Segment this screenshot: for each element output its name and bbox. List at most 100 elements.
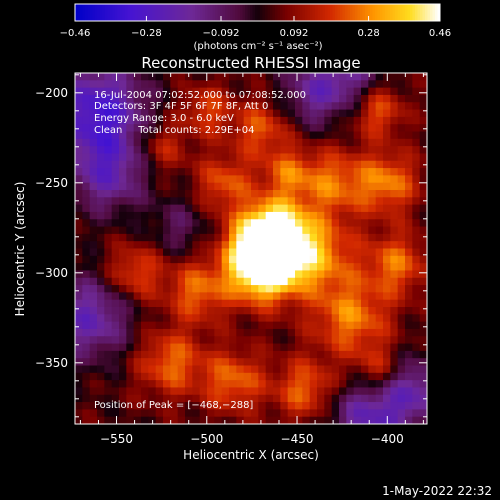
heatmap-cell [317,277,325,286]
heatmap-cell [192,321,201,330]
heatmap-cell [148,314,157,323]
heatmap-cell [265,255,274,264]
heatmap-cell [317,255,325,264]
heatmap-cell [287,153,296,162]
heatmap-cell [163,307,171,315]
heatmap-cell [133,116,142,125]
heatmap-cell [163,211,171,220]
heatmap-cell [383,102,391,111]
heatmap-cell [177,211,186,220]
heatmap-cell [375,153,384,162]
heatmap-cell [419,307,427,315]
heatmap-cell [243,160,252,169]
heatmap-cell [133,372,142,381]
heatmap-cell [368,94,377,103]
heatmap-cell [383,299,391,308]
heatmap-cell [273,211,281,220]
heatmap-cell [126,350,135,359]
heatmap-cell [214,116,223,125]
heatmap-cell [148,409,157,418]
heatmap-cell [221,190,230,198]
heatmap-cell [419,380,427,388]
heatmap-cell [339,124,347,132]
heatmap-cell [280,116,289,125]
heatmap-cell [104,211,113,220]
heatmap-cell [280,394,289,403]
heatmap-cell [185,307,193,315]
heatmap-cell [368,321,377,330]
heatmap-cell [243,277,252,286]
heatmap-cell [111,314,120,323]
heatmap-cell [419,270,427,279]
heatmap-cell [111,394,120,403]
heatmap-cell [324,299,333,308]
heatmap-cell [75,409,83,418]
heatmap-cell [258,87,267,96]
heatmap-cell [75,292,83,301]
heatmap-cell [199,372,208,381]
heatmap-cell [236,124,245,132]
heatmap-cell [258,277,267,286]
heatmap-cell [273,285,281,293]
heatmap-cell [361,204,369,213]
heatmap-cell [207,365,215,374]
colorbar: −0.46 −0.28 −0.092 0.092 0.28 0.46 (photons c… [60,3,451,52]
heatmap-cell [236,94,245,103]
heatmap-cell [192,131,201,140]
heatmap-cell [170,190,179,198]
heatmap-cell [368,365,377,374]
heatmap-cell [317,343,325,352]
heatmap-cell [295,219,303,228]
heatmap-cell [390,372,399,381]
heatmap-cell [361,138,369,147]
heatmap-cell [243,299,252,308]
heatmap-cell [111,409,120,418]
heatmap-cell [163,190,171,198]
heatmap-cell [177,131,186,140]
heatmap-cell [243,350,252,359]
heatmap-cell [361,80,369,89]
heatmap-cell [273,350,281,359]
heatmap-cell [265,73,274,81]
heatmap-cell [331,146,340,154]
heatmap-cell [163,416,171,424]
heatmap-cell [177,336,186,345]
heatmap-cell [104,358,113,366]
heatmap-cell [89,204,98,213]
heatmap-cell [104,116,113,125]
heatmap-cell [346,102,355,111]
heatmap-cell [383,219,391,228]
heatmap-cell [75,219,83,228]
heatmap-cell [375,175,384,184]
heatmap-cell [309,328,318,337]
heatmap-cell [309,299,318,308]
heatmap-cell [207,402,215,410]
heatmap-cell [287,197,296,206]
heatmap-cell [97,380,105,388]
heatmap-cell [97,160,105,169]
heatmap-cell [361,263,369,271]
heatmap-cell [236,336,245,345]
heatmap-cell [111,307,120,315]
heatmap-cell [185,116,193,125]
heatmap-cell [148,307,157,315]
y-tick-label: −300 [35,266,68,280]
heatmap-cell [273,94,281,103]
heatmap-cell [75,131,83,140]
heatmap-cell [346,116,355,125]
heatmap-cell [353,263,362,271]
heatmap-cell [324,321,333,330]
heatmap-cell [280,190,289,198]
heatmap-cell [397,343,406,352]
heatmap-cell [97,350,105,359]
heatmap-cell [419,87,427,96]
heatmap-cell [309,255,318,264]
heatmap-cell [229,102,237,111]
heatmap-cell [265,387,274,396]
heatmap-cell [405,219,413,228]
heatmap-cell [265,409,274,418]
heatmap-cell [214,372,223,381]
heatmap-cell [265,138,274,147]
heatmap-cell [251,241,259,249]
